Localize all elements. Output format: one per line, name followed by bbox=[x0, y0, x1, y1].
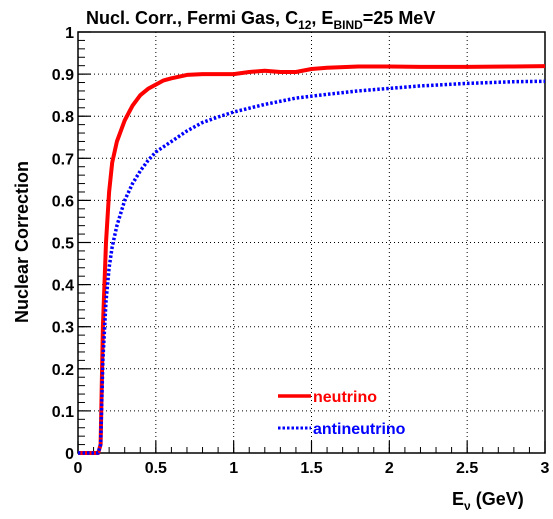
y-tick-label: 0 bbox=[65, 446, 74, 463]
y-tick-label: 0.3 bbox=[52, 320, 74, 337]
series-lines bbox=[78, 64, 546, 455]
y-tick-label: 0.6 bbox=[52, 193, 74, 210]
x-tick-label: 2.5 bbox=[456, 460, 478, 477]
y-tick-labels: 0 0.1 0.2 0.3 0.4 0.5 0.6 0.7 0.8 0.9 1 bbox=[52, 25, 74, 463]
x-tick-label: 0 bbox=[74, 460, 83, 477]
legend-label-neutrino: neutrino bbox=[313, 389, 377, 406]
y-axis-label: Nuclear Correction bbox=[12, 161, 32, 323]
y-tick-label: 0.5 bbox=[52, 236, 74, 253]
y-tick-label: 0.7 bbox=[52, 151, 74, 168]
legend: neutrino antineutrino bbox=[278, 389, 406, 438]
x-tick-label: 3 bbox=[541, 460, 550, 477]
series-line-neutrino bbox=[78, 64, 546, 455]
y-tick-label: 0.8 bbox=[52, 109, 74, 126]
axis-ticks bbox=[77, 31, 546, 454]
x-axis-label: Eν (GeV) bbox=[452, 489, 524, 513]
series-line-antineutrino bbox=[78, 79, 546, 455]
y-tick-label: 0.9 bbox=[52, 67, 74, 84]
y-tick-label: 0.4 bbox=[52, 278, 74, 295]
y-tick-label: 0.2 bbox=[52, 362, 74, 379]
x-tick-labels: 0 0.5 1 1.5 2 2.5 3 bbox=[74, 460, 550, 477]
x-tick-label: 2 bbox=[385, 460, 394, 477]
y-tick-label: 1 bbox=[65, 25, 74, 42]
y-tick-label: 0.1 bbox=[52, 404, 74, 421]
legend-label-antineutrino: antineutrino bbox=[313, 421, 406, 438]
x-tick-label: 1 bbox=[229, 460, 238, 477]
chart-title: Nucl. Corr., Fermi Gas, C12, EBIND=25 Me… bbox=[86, 8, 435, 32]
x-tick-label: 1.5 bbox=[300, 460, 322, 477]
x-tick-label: 0.5 bbox=[145, 460, 167, 477]
